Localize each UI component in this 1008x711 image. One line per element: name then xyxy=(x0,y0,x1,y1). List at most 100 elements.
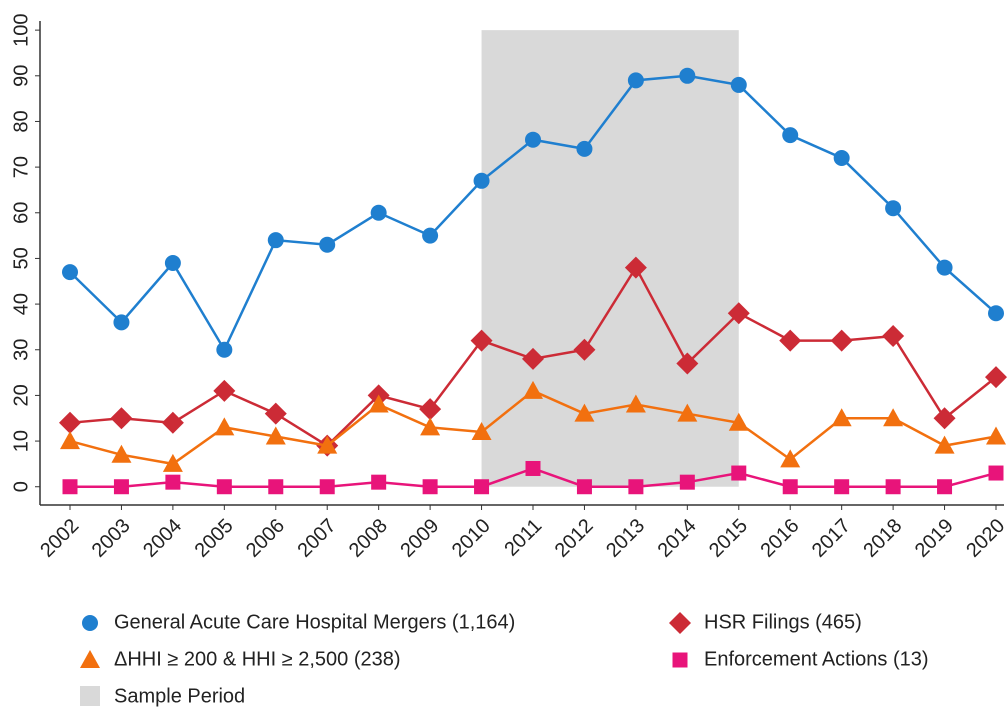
legend-marker xyxy=(82,615,98,631)
marker xyxy=(727,302,750,325)
marker xyxy=(474,479,490,495)
marker xyxy=(782,127,799,144)
x-tick-label: 2013 xyxy=(602,515,649,562)
marker xyxy=(885,200,902,217)
x-tick-label: 2017 xyxy=(808,515,855,562)
marker xyxy=(576,479,592,495)
legend-label: Sample Period xyxy=(114,685,245,707)
x-tick-label: 2020 xyxy=(962,515,1008,562)
marker xyxy=(162,453,183,472)
marker xyxy=(679,474,695,490)
x-tick-label: 2019 xyxy=(911,515,958,562)
marker xyxy=(62,479,78,495)
marker xyxy=(216,479,232,495)
marker xyxy=(525,460,541,476)
marker xyxy=(625,394,646,413)
marker xyxy=(780,449,801,468)
marker xyxy=(628,479,644,495)
legend-marker xyxy=(669,612,691,634)
marker xyxy=(165,474,181,490)
y-tick-label: 30 xyxy=(10,339,32,361)
marker xyxy=(676,352,699,375)
marker xyxy=(985,366,1007,389)
y-tick-label: 60 xyxy=(10,202,32,224)
x-tick-label: 2016 xyxy=(756,515,803,562)
marker xyxy=(317,435,338,454)
marker xyxy=(319,236,336,253)
legend-label: HSR Filings (465) xyxy=(704,611,862,633)
y-tick-label: 70 xyxy=(10,156,32,178)
marker xyxy=(59,411,81,434)
marker xyxy=(573,338,596,361)
y-tick-label: 100 xyxy=(10,13,32,46)
legend-label: General Acute Care Hospital Mergers (1,1… xyxy=(114,611,515,633)
marker xyxy=(371,474,387,490)
marker xyxy=(161,411,184,434)
marker xyxy=(882,325,905,348)
y-tick-label: 80 xyxy=(10,110,32,132)
marker xyxy=(933,407,956,430)
marker xyxy=(264,402,287,425)
marker xyxy=(473,172,490,189)
legend-marker xyxy=(672,652,688,668)
marker xyxy=(213,379,236,402)
marker xyxy=(110,407,133,430)
y-tick-label: 0 xyxy=(10,481,32,492)
marker xyxy=(319,479,335,495)
x-tick-label: 2002 xyxy=(36,515,83,562)
marker xyxy=(831,408,852,427)
x-tick-label: 2005 xyxy=(191,515,238,562)
marker xyxy=(934,435,955,454)
shaded-region xyxy=(481,30,739,487)
marker xyxy=(60,431,80,450)
marker xyxy=(419,398,442,421)
legend-label: Enforcement Actions (13) xyxy=(704,648,929,670)
marker xyxy=(730,76,747,93)
marker xyxy=(885,479,901,495)
marker xyxy=(677,403,698,422)
x-tick-label: 2007 xyxy=(293,515,340,562)
marker xyxy=(883,408,904,427)
marker xyxy=(164,255,181,271)
marker xyxy=(728,412,749,431)
marker xyxy=(113,479,129,495)
x-tick-label: 2010 xyxy=(448,515,495,562)
marker xyxy=(576,140,593,157)
marker xyxy=(62,264,78,281)
marker xyxy=(830,329,853,352)
x-tick-label: 2011 xyxy=(500,515,546,561)
marker xyxy=(834,479,850,495)
legend-marker xyxy=(80,650,100,668)
marker xyxy=(420,417,441,436)
y-tick-label: 40 xyxy=(10,293,32,315)
marker xyxy=(779,329,802,352)
legend-marker xyxy=(80,686,100,706)
marker xyxy=(731,465,747,481)
marker xyxy=(988,465,1004,481)
x-tick-label: 2012 xyxy=(551,515,598,562)
marker xyxy=(268,479,284,495)
x-tick-label: 2015 xyxy=(705,515,752,562)
x-tick-label: 2014 xyxy=(654,515,701,562)
x-tick-label: 2018 xyxy=(859,515,906,562)
marker xyxy=(265,426,286,445)
marker xyxy=(422,227,439,244)
x-tick-label: 2004 xyxy=(139,515,186,562)
marker xyxy=(113,314,130,331)
marker xyxy=(214,417,235,436)
marker xyxy=(525,131,541,148)
y-tick-label: 50 xyxy=(10,247,32,269)
y-tick-label: 20 xyxy=(10,384,32,406)
marker xyxy=(368,394,389,413)
marker xyxy=(470,329,493,352)
marker xyxy=(937,479,953,495)
marker xyxy=(422,479,438,495)
legend-label: ΔHHI ≥ 200 & HHI ≥ 2,500 (238) xyxy=(114,648,401,670)
marker xyxy=(523,380,543,399)
marker xyxy=(679,67,696,84)
x-tick-label: 2009 xyxy=(396,515,443,562)
marker xyxy=(370,204,387,221)
marker xyxy=(471,421,492,440)
marker xyxy=(111,444,132,463)
